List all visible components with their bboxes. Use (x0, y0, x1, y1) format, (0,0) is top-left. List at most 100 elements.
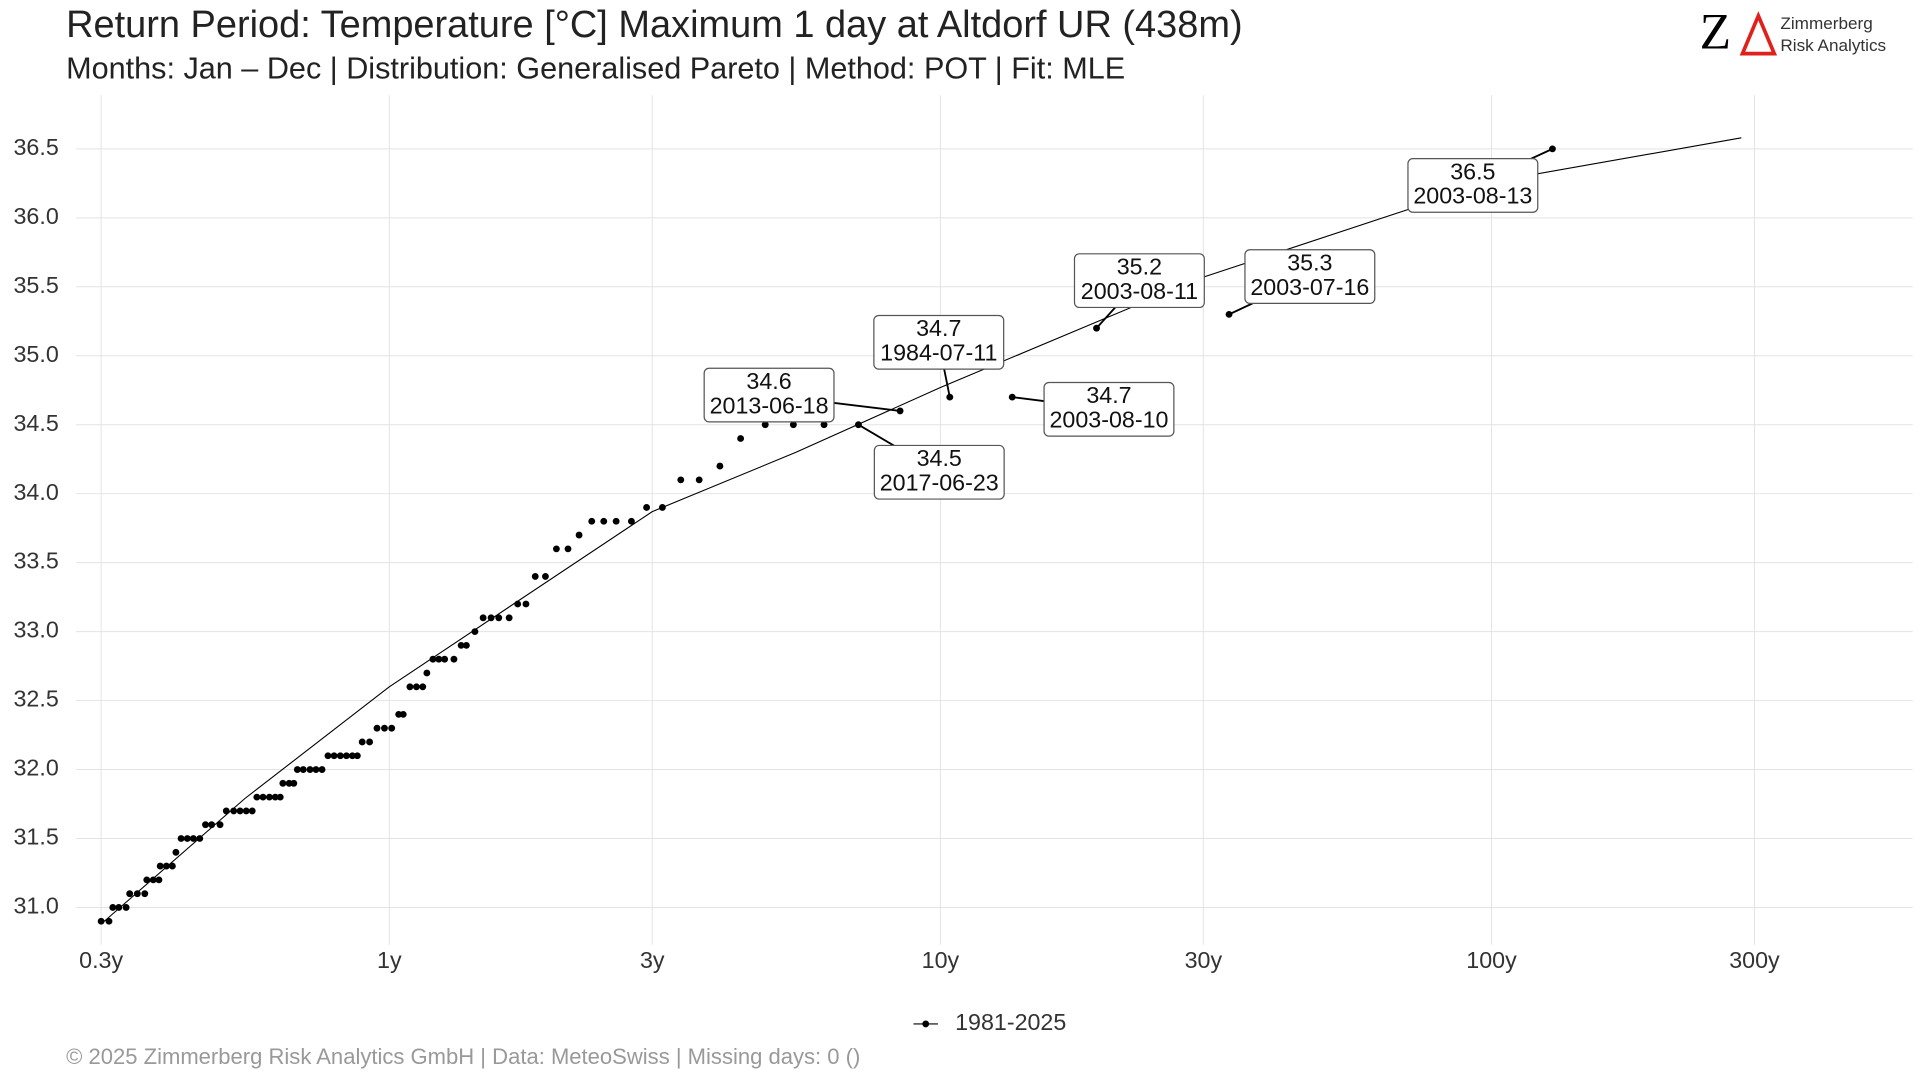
annotation-value: 35.3 (1287, 250, 1332, 276)
annotation-box (1407, 158, 1539, 213)
annotation-date: 2003-08-13 (1413, 183, 1532, 209)
data-point (479, 614, 487, 622)
data-point (429, 655, 437, 663)
data-point (242, 807, 250, 815)
data-point (588, 517, 596, 525)
data-point (196, 835, 204, 842)
data-point (495, 614, 503, 622)
annotation-date: 2003-08-10 (1049, 407, 1168, 433)
logo-line1: Zimmerberg (1780, 14, 1872, 33)
annotation-box (873, 444, 1005, 500)
logo-mark: Z (1700, 3, 1731, 60)
data-point (541, 573, 549, 580)
data-point (253, 793, 261, 801)
data-point (122, 904, 130, 911)
x-tick-label: 1y (377, 947, 402, 973)
data-point (109, 904, 117, 911)
annotation-box (703, 367, 835, 423)
data-point (336, 752, 344, 760)
logo-triangle (1739, 11, 1778, 56)
annotation-box (1043, 381, 1175, 437)
data-point (677, 476, 685, 484)
data-point (156, 862, 164, 870)
data-point (248, 807, 256, 815)
data-point (318, 766, 326, 773)
data-point (143, 876, 151, 884)
data-point (441, 655, 449, 663)
annotation-value: 34.5 (917, 445, 962, 471)
data-point (230, 807, 238, 815)
legend-label: 1981-2025 (955, 1009, 1066, 1035)
data-point (716, 462, 724, 470)
data-point (115, 904, 123, 911)
annotation-box (1073, 253, 1205, 309)
data-point (208, 821, 216, 829)
data-point (419, 683, 427, 691)
data-point (412, 683, 420, 691)
data-point (946, 393, 954, 401)
data-point (330, 752, 338, 760)
data-point (505, 614, 513, 622)
data-point (259, 793, 267, 801)
data-point (306, 766, 314, 773)
data-point (312, 766, 320, 773)
legend-marker (922, 1020, 930, 1028)
data-point (612, 517, 620, 525)
y-tick-label: 31.0 (14, 893, 59, 919)
x-tick-label: 10y (922, 947, 960, 973)
data-point (168, 862, 176, 870)
annotation-value: 34.6 (746, 368, 791, 394)
data-point (290, 779, 298, 787)
data-point (761, 421, 769, 429)
data-point (162, 862, 170, 870)
y-tick-label: 34.0 (14, 479, 59, 505)
data-point (177, 835, 185, 842)
data-point (324, 752, 332, 760)
annotation-date: 1984-07-11 (880, 340, 997, 366)
chart-subtitle: Months: Jan – Dec | Distribution: Genera… (66, 52, 1125, 86)
data-point (97, 917, 105, 925)
data-point (236, 807, 244, 815)
annotation-value: 34.7 (1086, 382, 1131, 408)
data-point (126, 890, 134, 898)
data-point (658, 504, 666, 511)
data-point (381, 724, 388, 732)
data-point (265, 793, 273, 801)
data-point (522, 600, 530, 608)
y-tick-label: 34.5 (14, 410, 59, 436)
data-point (172, 848, 180, 856)
data-point (271, 793, 279, 801)
footer: © 2025 Zimmerberg Risk Analytics GmbH | … (66, 1044, 860, 1069)
data-point (299, 766, 307, 773)
data-point (133, 890, 141, 898)
annotation-box (873, 314, 1005, 370)
data-point (457, 641, 465, 649)
x-tick-label: 30y (1185, 947, 1223, 973)
data-point (366, 738, 374, 746)
data-point (789, 421, 797, 429)
data-point (353, 752, 361, 760)
data-point (399, 710, 407, 718)
data-point (487, 614, 495, 622)
chart-title: Return Period: Temperature [°C] Maximum … (66, 4, 1242, 46)
y-tick-label: 33.0 (14, 617, 59, 643)
logo-line2: Risk Analytics (1780, 36, 1886, 55)
y-tick-label: 36.5 (14, 134, 59, 160)
data-point (202, 821, 209, 829)
annotation-box (1244, 249, 1376, 305)
data-point (435, 655, 443, 663)
data-point (183, 835, 191, 842)
data-point (423, 669, 431, 677)
data-point (141, 890, 149, 898)
data-point (216, 821, 224, 829)
data-point (575, 531, 583, 539)
data-point (348, 752, 356, 760)
y-tick-label: 35.0 (14, 341, 59, 367)
y-tick-label: 32.0 (14, 755, 59, 781)
data-point (293, 766, 301, 773)
data-point (358, 738, 366, 746)
x-tick-label: 0.3y (79, 947, 123, 973)
data-point (149, 876, 157, 884)
data-point (373, 724, 381, 732)
